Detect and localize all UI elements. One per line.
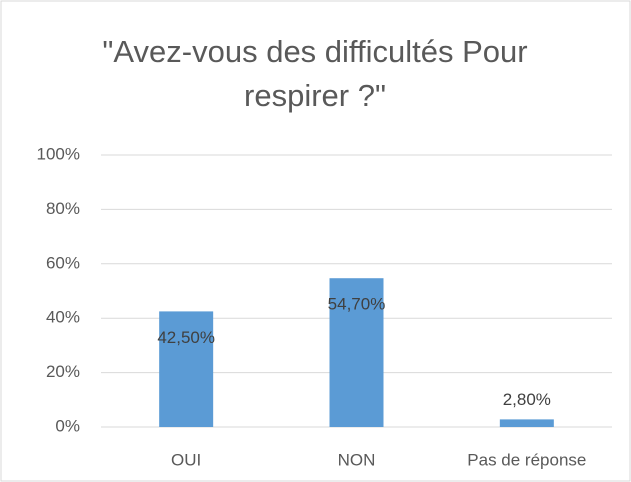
y-tick-label: 20% <box>46 362 80 381</box>
chart-title: "Avez-vous des difficultés Pour respirer… <box>102 34 528 113</box>
bar <box>329 278 384 427</box>
bar <box>159 311 214 427</box>
data-label: 54,70% <box>328 295 386 314</box>
data-label: 2,80% <box>503 390 551 409</box>
y-tick-label: 60% <box>46 253 80 272</box>
x-tick-label: OUI <box>171 450 201 469</box>
y-tick-label: 0% <box>55 416 80 435</box>
bar <box>499 419 554 427</box>
x-tick-label: Pas de réponse <box>467 450 586 469</box>
x-tick-label: NON <box>338 450 376 469</box>
data-label: 42,50% <box>157 328 215 347</box>
y-tick-label: 100% <box>37 144 80 163</box>
y-tick-label: 40% <box>46 308 80 327</box>
y-tick-label: 80% <box>46 199 80 218</box>
